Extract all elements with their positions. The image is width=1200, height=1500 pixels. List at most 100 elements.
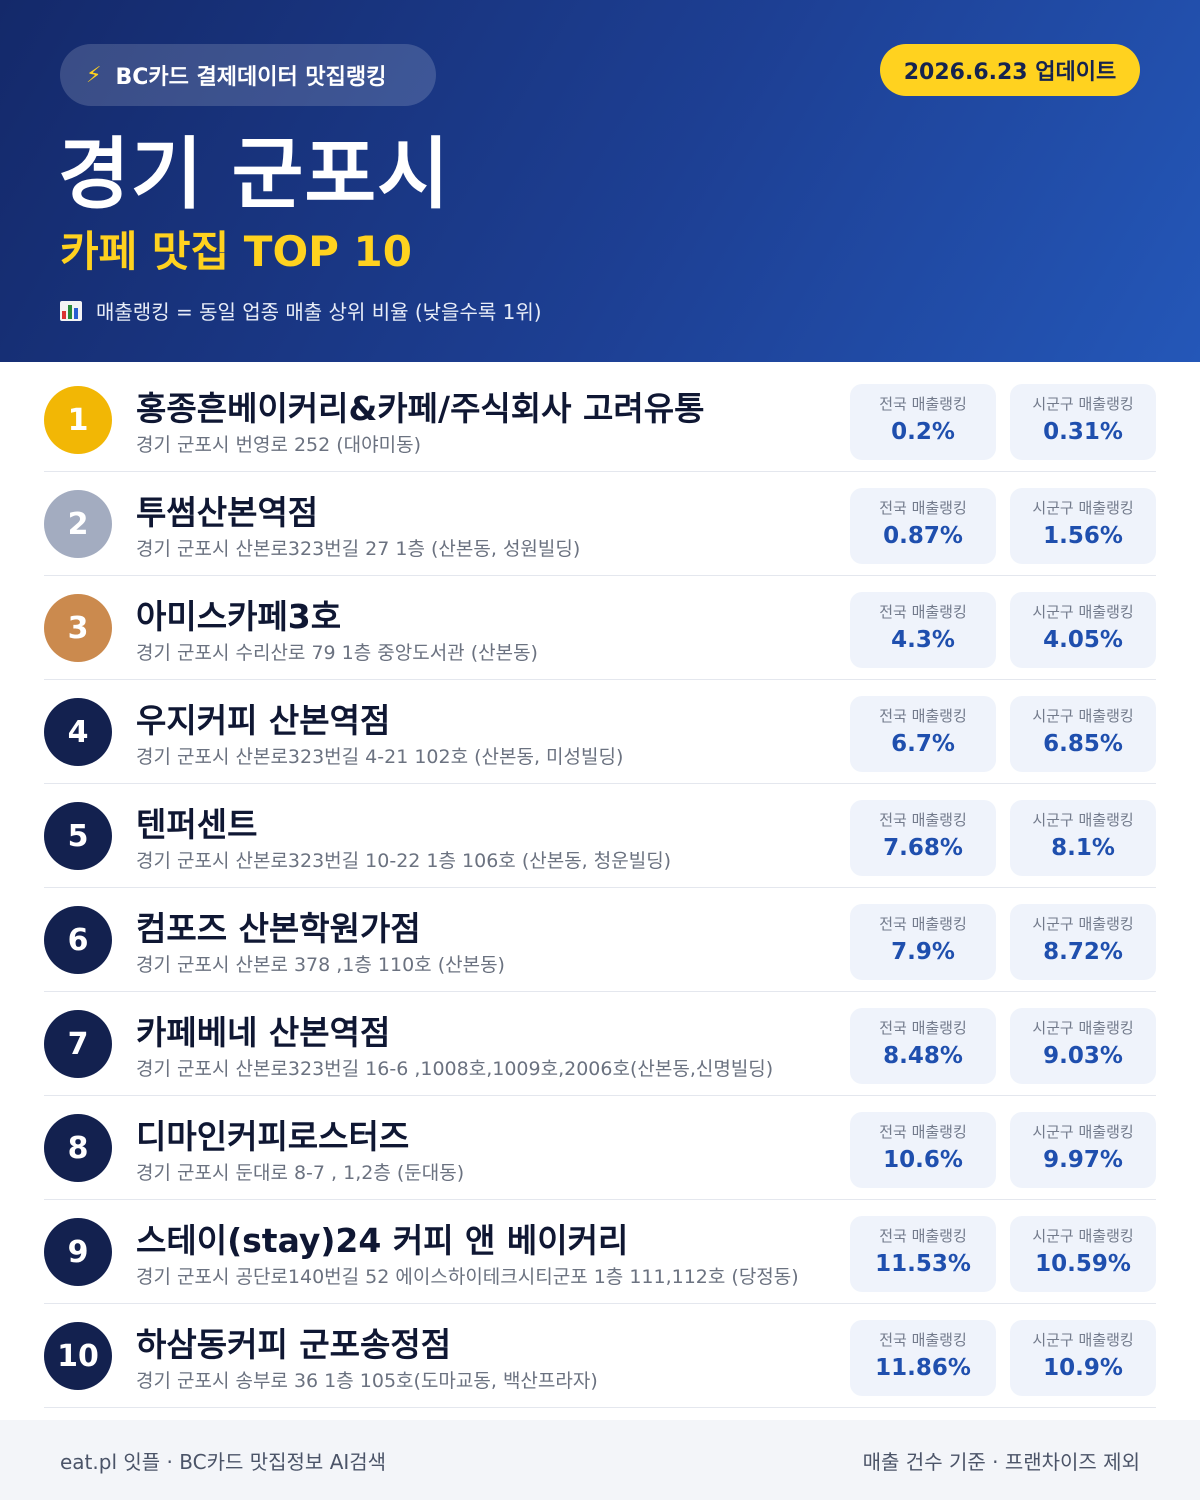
national-ranking-box: 전국 매출랭킹 6.7% xyxy=(850,696,996,772)
store-name: 스테이(stay)24 커피 앤 베이커리 xyxy=(136,1221,629,1260)
rank-badge: 2 xyxy=(44,490,112,558)
national-ranking-value: 8.48% xyxy=(883,1043,963,1069)
list-item[interactable]: 1 홍종흔베이커리&카페/주식회사 고려유통 경기 군포시 번영로 252 (대야미… xyxy=(44,368,1156,472)
rank-badge: 8 xyxy=(44,1114,112,1182)
store-address: 경기 군포시 산본로323번길 10-22 1층 106호 (산본동, 청운빌딩… xyxy=(136,850,672,872)
rank-badge: 7 xyxy=(44,1010,112,1078)
local-ranking-box: 시군구 매출랭킹 9.97% xyxy=(1010,1112,1156,1188)
store-address: 경기 군포시 송부로 36 1층 105호(도마교동, 백산프라자) xyxy=(136,1370,598,1392)
national-ranking-value: 11.86% xyxy=(875,1355,971,1381)
ranking-note: 매출랭킹 = 동일 업종 매출 상위 비율 (낮을수록 1위) xyxy=(60,296,542,325)
page-subtitle: 카페 맛집 TOP 10 xyxy=(60,227,413,276)
national-ranking-label: 전국 매출랭킹 xyxy=(879,1123,967,1141)
footer: eat.pl 잇플 · BC카드 맛집정보 AI검색 매출 건수 기준 · 프랜… xyxy=(0,1420,1200,1500)
local-ranking-value: 1.56% xyxy=(1043,523,1123,549)
rank-badge: 5 xyxy=(44,802,112,870)
national-ranking-box: 전국 매출랭킹 7.9% xyxy=(850,904,996,980)
national-ranking-value: 4.3% xyxy=(891,627,955,653)
national-ranking-value: 11.53% xyxy=(875,1251,971,1277)
local-ranking-box: 시군구 매출랭킹 0.31% xyxy=(1010,384,1156,460)
local-ranking-value: 6.85% xyxy=(1043,731,1123,757)
national-ranking-value: 0.2% xyxy=(891,419,955,445)
local-ranking-value: 9.03% xyxy=(1043,1043,1123,1069)
store-name: 컴포즈 산본학원가점 xyxy=(136,909,421,948)
list-item[interactable]: 7 카페베네 산본역점 경기 군포시 산본로323번길 16-6 ,1008호,10… xyxy=(44,992,1156,1096)
national-ranking-label: 전국 매출랭킹 xyxy=(879,811,967,829)
national-ranking-box: 전국 매출랭킹 7.68% xyxy=(850,800,996,876)
store-name: 아미스카페3호 xyxy=(136,597,342,636)
national-ranking-box: 전국 매출랭킹 0.87% xyxy=(850,488,996,564)
national-ranking-box: 전국 매출랭킹 10.6% xyxy=(850,1112,996,1188)
national-ranking-box: 전국 매출랭킹 0.2% xyxy=(850,384,996,460)
ranking-list: 1 홍종흔베이커리&카페/주식회사 고려유통 경기 군포시 번영로 252 (대야미… xyxy=(44,368,1156,1408)
local-ranking-label: 시군구 매출랭킹 xyxy=(1032,1019,1134,1037)
local-ranking-value: 10.59% xyxy=(1035,1251,1131,1277)
local-ranking-box: 시군구 매출랭킹 4.05% xyxy=(1010,592,1156,668)
store-address: 경기 군포시 산본로323번길 4-21 102호 (산본동, 미성빌딩) xyxy=(136,746,624,768)
local-ranking-label: 시군구 매출랭킹 xyxy=(1032,499,1134,517)
local-ranking-label: 시군구 매출랭킹 xyxy=(1032,1123,1134,1141)
rank-badge: 4 xyxy=(44,698,112,766)
local-ranking-box: 시군구 매출랭킹 6.85% xyxy=(1010,696,1156,772)
store-address: 경기 군포시 번영로 252 (대야미동) xyxy=(136,434,422,456)
source-badge-label: BC카드 결제데이터 맛집랭킹 xyxy=(115,65,387,90)
store-name: 투썸산본역점 xyxy=(136,493,319,532)
national-ranking-label: 전국 매출랭킹 xyxy=(879,1331,967,1349)
list-item[interactable]: 3 아미스카페3호 경기 군포시 수리산로 79 1층 중앙도서관 (산본동) 전국 … xyxy=(44,576,1156,680)
page-title: 경기 군포시 xyxy=(58,130,450,220)
local-ranking-label: 시군구 매출랭킹 xyxy=(1032,1227,1134,1245)
national-ranking-box: 전국 매출랭킹 8.48% xyxy=(850,1008,996,1084)
footer-source: eat.pl 잇플 · BC카드 맛집정보 AI검색 xyxy=(60,1449,387,1474)
national-ranking-label: 전국 매출랭킹 xyxy=(879,395,967,413)
national-ranking-label: 전국 매출랭킹 xyxy=(879,707,967,725)
store-name: 디마인커피로스터즈 xyxy=(136,1117,410,1156)
lightning-icon: ⚡ xyxy=(86,62,102,88)
local-ranking-value: 9.97% xyxy=(1043,1147,1123,1173)
store-address: 경기 군포시 둔대로 8-7 , 1,2층 (둔대동) xyxy=(136,1162,465,1184)
footer-criteria: 매출 건수 기준 · 프랜차이즈 제외 xyxy=(862,1449,1140,1474)
rank-badge: 6 xyxy=(44,906,112,974)
store-address: 경기 군포시 공단로140번길 52 에이스하이테크시티군포 1층 111,11… xyxy=(136,1266,799,1288)
local-ranking-label: 시군구 매출랭킹 xyxy=(1032,915,1134,933)
local-ranking-box: 시군구 매출랭킹 8.72% xyxy=(1010,904,1156,980)
local-ranking-box: 시군구 매출랭킹 9.03% xyxy=(1010,1008,1156,1084)
store-address: 경기 군포시 수리산로 79 1층 중앙도서관 (산본동) xyxy=(136,642,538,664)
local-ranking-box: 시군구 매출랭킹 1.56% xyxy=(1010,488,1156,564)
rank-badge: 10 xyxy=(44,1322,112,1390)
local-ranking-box: 시군구 매출랭킹 10.59% xyxy=(1010,1216,1156,1292)
national-ranking-label: 전국 매출랭킹 xyxy=(879,915,967,933)
rank-badge: 1 xyxy=(44,386,112,454)
store-address: 경기 군포시 산본로 378 ,1층 110호 (산본동) xyxy=(136,954,505,976)
national-ranking-value: 7.68% xyxy=(883,835,963,861)
store-name: 카페베네 산본역점 xyxy=(136,1013,391,1052)
national-ranking-value: 7.9% xyxy=(891,939,955,965)
national-ranking-value: 0.87% xyxy=(883,523,963,549)
store-name: 우지커피 산본역점 xyxy=(136,701,391,740)
local-ranking-label: 시군구 매출랭킹 xyxy=(1032,1331,1134,1349)
national-ranking-box: 전국 매출랭킹 11.86% xyxy=(850,1320,996,1396)
local-ranking-value: 10.9% xyxy=(1043,1355,1123,1381)
national-ranking-value: 10.6% xyxy=(883,1147,963,1173)
source-badge: ⚡ BC카드 결제데이터 맛집랭킹 xyxy=(60,44,436,106)
local-ranking-value: 0.31% xyxy=(1043,419,1123,445)
local-ranking-value: 8.1% xyxy=(1051,835,1115,861)
national-ranking-label: 전국 매출랭킹 xyxy=(879,1019,967,1037)
ranking-note-text: 매출랭킹 = 동일 업종 매출 상위 비율 (낮을수록 1위) xyxy=(96,300,542,324)
local-ranking-label: 시군구 매출랭킹 xyxy=(1032,707,1134,725)
local-ranking-box: 시군구 매출랭킹 10.9% xyxy=(1010,1320,1156,1396)
list-item[interactable]: 2 투썸산본역점 경기 군포시 산본로323번길 27 1층 (산본동, 성원빌딩)… xyxy=(44,472,1156,576)
update-badge: 2026.6.23 업데이트 xyxy=(880,44,1140,96)
list-item[interactable]: 5 텐퍼센트 경기 군포시 산본로323번길 10-22 1층 106호 (산본동,… xyxy=(44,784,1156,888)
national-ranking-box: 전국 매출랭킹 4.3% xyxy=(850,592,996,668)
national-ranking-value: 6.7% xyxy=(891,731,955,757)
national-ranking-box: 전국 매출랭킹 11.53% xyxy=(850,1216,996,1292)
header: ⚡ BC카드 결제데이터 맛집랭킹 2026.6.23 업데이트 경기 군포시 … xyxy=(0,0,1200,362)
local-ranking-label: 시군구 매출랭킹 xyxy=(1032,603,1134,621)
local-ranking-label: 시군구 매출랭킹 xyxy=(1032,811,1134,829)
rank-badge: 9 xyxy=(44,1218,112,1286)
list-item[interactable]: 10 하삼동커피 군포송정점 경기 군포시 송부로 36 1층 105호(도마교동,… xyxy=(44,1304,1156,1408)
